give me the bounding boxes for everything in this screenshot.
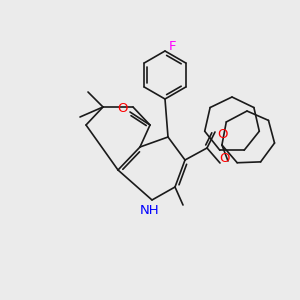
Text: F: F: [168, 40, 176, 53]
Text: NH: NH: [140, 203, 160, 217]
Text: O: O: [220, 152, 230, 166]
Text: O: O: [217, 128, 227, 140]
Text: O: O: [118, 101, 128, 115]
